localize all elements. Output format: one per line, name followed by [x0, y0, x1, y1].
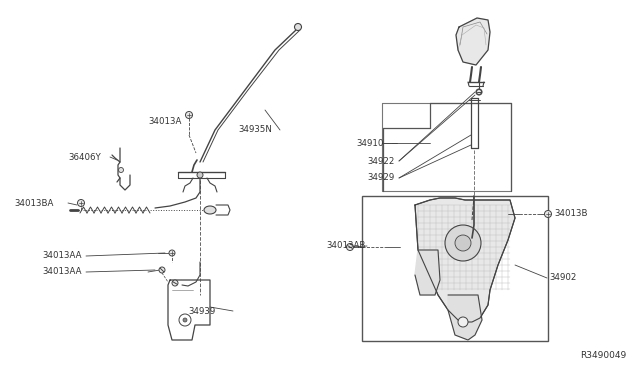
- Circle shape: [169, 250, 175, 256]
- Polygon shape: [415, 198, 515, 322]
- Circle shape: [172, 280, 178, 286]
- Circle shape: [455, 235, 471, 251]
- Text: 34922: 34922: [367, 157, 394, 166]
- Circle shape: [77, 199, 84, 206]
- Text: 34902: 34902: [549, 273, 577, 282]
- Circle shape: [186, 112, 193, 119]
- Text: 34935N: 34935N: [238, 125, 272, 135]
- Circle shape: [346, 244, 353, 250]
- Circle shape: [545, 211, 552, 218]
- Polygon shape: [415, 250, 440, 295]
- Circle shape: [458, 317, 468, 327]
- Text: 34013AA: 34013AA: [42, 251, 81, 260]
- Text: 34013B: 34013B: [554, 209, 588, 218]
- Ellipse shape: [204, 206, 216, 214]
- Circle shape: [183, 318, 187, 322]
- Circle shape: [197, 172, 203, 178]
- Bar: [362, 196, 548, 341]
- Circle shape: [118, 167, 124, 173]
- Text: 34013AA: 34013AA: [42, 267, 81, 276]
- Text: 34013A: 34013A: [148, 116, 181, 125]
- Circle shape: [159, 267, 165, 273]
- Circle shape: [445, 225, 481, 261]
- Text: R3490049: R3490049: [580, 351, 626, 360]
- Text: 34013AB: 34013AB: [326, 241, 365, 250]
- Polygon shape: [456, 18, 490, 65]
- Text: 34939: 34939: [188, 307, 215, 315]
- Text: 34013BA: 34013BA: [14, 199, 53, 208]
- Text: 36406Y: 36406Y: [68, 153, 100, 161]
- Circle shape: [477, 90, 481, 94]
- Text: 34929: 34929: [367, 173, 394, 183]
- Circle shape: [294, 23, 301, 31]
- Polygon shape: [448, 295, 482, 340]
- Text: 34910: 34910: [356, 138, 383, 148]
